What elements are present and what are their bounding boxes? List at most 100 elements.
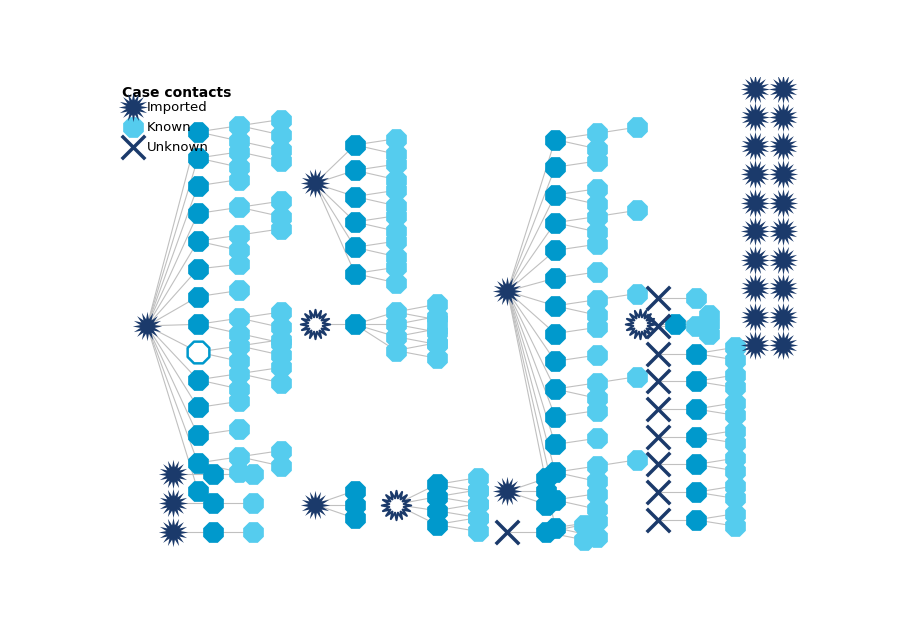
- Point: [274, 446, 288, 456]
- Point: [776, 197, 790, 208]
- Point: [232, 120, 247, 131]
- Point: [748, 169, 762, 179]
- Point: [651, 404, 665, 414]
- Point: [347, 165, 362, 176]
- Point: [688, 376, 703, 386]
- Text: Known: Known: [147, 121, 192, 134]
- Point: [727, 383, 742, 393]
- Point: [274, 114, 288, 125]
- Point: [727, 426, 742, 436]
- Point: [748, 255, 762, 265]
- Point: [748, 112, 762, 122]
- Point: [748, 197, 762, 208]
- Point: [308, 178, 322, 188]
- Point: [191, 153, 205, 163]
- Point: [191, 347, 205, 358]
- Point: [590, 350, 604, 360]
- Point: [429, 353, 444, 363]
- Point: [205, 469, 220, 479]
- Point: [748, 226, 762, 237]
- Point: [232, 467, 247, 477]
- Point: [232, 136, 247, 146]
- Point: [727, 410, 742, 421]
- Point: [429, 340, 444, 350]
- Point: [126, 122, 140, 132]
- Point: [776, 141, 790, 151]
- Point: [347, 140, 362, 150]
- Point: [274, 156, 288, 167]
- Point: [429, 505, 444, 516]
- Point: [471, 527, 485, 537]
- Point: [191, 291, 205, 302]
- Point: [688, 293, 703, 303]
- Point: [748, 141, 762, 151]
- Point: [232, 451, 247, 462]
- Point: [702, 319, 716, 329]
- Point: [590, 476, 604, 487]
- Point: [471, 512, 485, 523]
- Point: [590, 393, 604, 403]
- Point: [651, 487, 665, 497]
- Point: [748, 283, 762, 293]
- Point: [389, 500, 403, 510]
- Point: [389, 319, 403, 329]
- Text: Unknown: Unknown: [147, 141, 209, 154]
- Point: [274, 145, 288, 156]
- Point: [191, 208, 205, 219]
- Point: [274, 461, 288, 471]
- Point: [389, 174, 403, 185]
- Point: [429, 311, 444, 322]
- Point: [389, 185, 403, 195]
- Point: [651, 459, 665, 469]
- Point: [232, 396, 247, 406]
- Point: [232, 245, 247, 255]
- Point: [471, 473, 485, 483]
- Point: [140, 321, 154, 331]
- Point: [548, 494, 562, 505]
- Point: [702, 310, 716, 320]
- Point: [702, 329, 716, 339]
- Point: [429, 479, 444, 489]
- Point: [548, 384, 562, 394]
- Point: [651, 349, 665, 359]
- Point: [776, 226, 790, 237]
- Point: [389, 345, 403, 356]
- Point: [232, 162, 247, 172]
- Point: [590, 461, 604, 471]
- Point: [191, 485, 205, 496]
- Point: [389, 278, 403, 288]
- Point: [429, 338, 444, 348]
- Point: [548, 301, 562, 311]
- Point: [688, 487, 703, 497]
- Point: [232, 147, 247, 157]
- Point: [232, 341, 247, 351]
- Point: [539, 486, 554, 496]
- Point: [590, 516, 604, 527]
- Point: [274, 334, 288, 345]
- Point: [166, 527, 180, 538]
- Point: [651, 376, 665, 386]
- Point: [727, 438, 742, 448]
- Text: Imported: Imported: [147, 101, 208, 114]
- Point: [548, 134, 562, 145]
- Point: [429, 299, 444, 309]
- Point: [191, 403, 205, 413]
- Point: [471, 486, 485, 496]
- Point: [590, 199, 604, 210]
- Point: [539, 527, 554, 538]
- Point: [590, 143, 604, 154]
- Point: [590, 184, 604, 194]
- Point: [429, 314, 444, 325]
- Point: [748, 311, 762, 322]
- Point: [347, 192, 362, 202]
- Point: [548, 162, 562, 172]
- Point: [727, 481, 742, 491]
- Point: [500, 286, 515, 296]
- Point: [633, 319, 647, 329]
- Point: [748, 340, 762, 350]
- Point: [191, 181, 205, 191]
- Point: [191, 319, 205, 329]
- Point: [246, 498, 260, 508]
- Point: [232, 368, 247, 379]
- Point: [191, 430, 205, 440]
